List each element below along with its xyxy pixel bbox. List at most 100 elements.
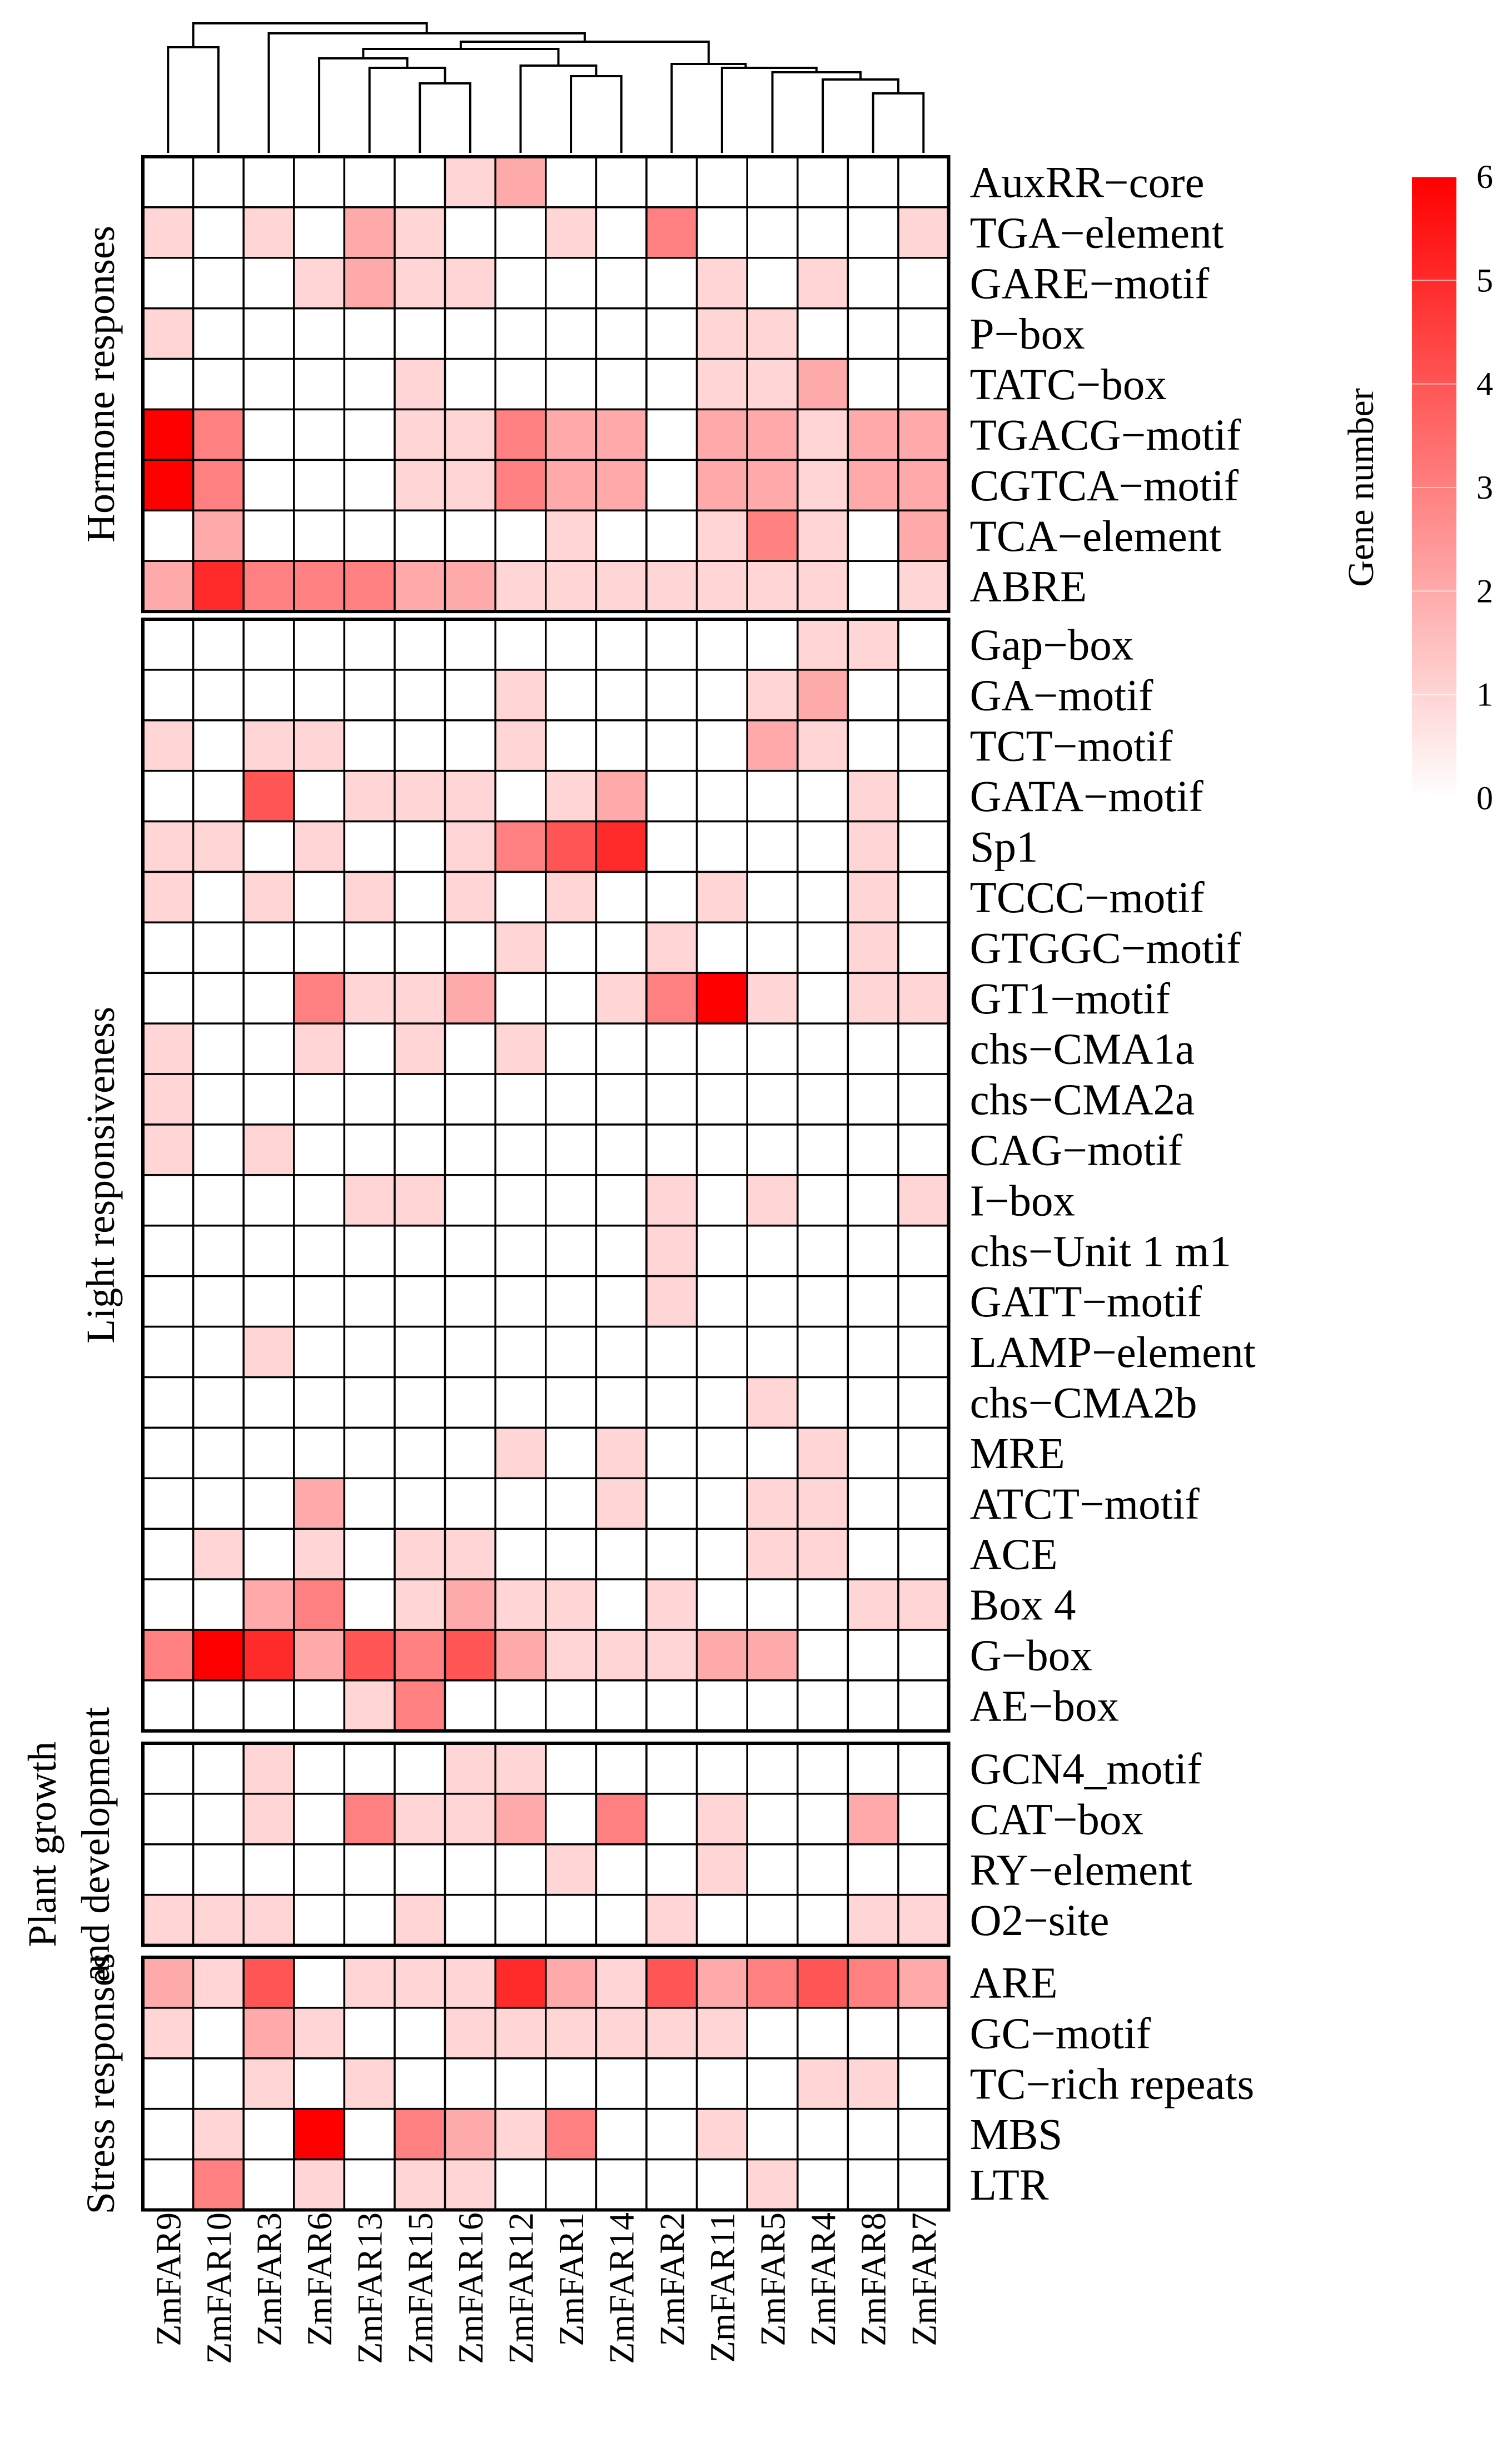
heatmap-cell bbox=[343, 1376, 396, 1429]
row-label: O2−site bbox=[970, 1897, 1110, 1945]
heatmap-cell bbox=[343, 1679, 396, 1732]
heatmap-cell bbox=[293, 156, 346, 208]
heatmap-cell bbox=[494, 769, 547, 823]
heatmap-cell bbox=[343, 1123, 396, 1176]
heatmap-cell bbox=[695, 1679, 748, 1732]
heatmap-cell bbox=[746, 156, 799, 208]
heatmap-cell bbox=[545, 560, 598, 613]
heatmap-cell bbox=[242, 357, 295, 411]
heatmap-cell bbox=[444, 1578, 496, 1631]
heatmap-cell bbox=[797, 156, 849, 208]
heatmap-cell bbox=[746, 669, 799, 722]
heatmap-cell bbox=[847, 972, 899, 1024]
heatmap-cell bbox=[494, 509, 547, 562]
heatmap-cell bbox=[293, 2057, 346, 2110]
heatmap-cell bbox=[293, 1956, 346, 2009]
heatmap-cell bbox=[545, 156, 598, 208]
heatmap-cell bbox=[343, 820, 396, 873]
legend-tick-label: 3 bbox=[1476, 469, 1493, 506]
heatmap-cell bbox=[242, 1123, 295, 1176]
heatmap-cell bbox=[242, 1679, 295, 1732]
heatmap-cell bbox=[444, 1528, 496, 1580]
heatmap-cell bbox=[595, 560, 648, 613]
heatmap-cell bbox=[645, 156, 698, 208]
heatmap-cell bbox=[695, 719, 748, 772]
heatmap-cell bbox=[645, 1742, 698, 1795]
heatmap-cell bbox=[897, 206, 950, 259]
heatmap-cell bbox=[242, 1275, 295, 1328]
heatmap-cell bbox=[394, 769, 446, 823]
heatmap-cell bbox=[545, 1426, 598, 1480]
heatmap-cell bbox=[494, 1679, 547, 1732]
heatmap-cell bbox=[595, 618, 648, 671]
heatmap-cell bbox=[293, 1174, 346, 1227]
column-label: ZmFAR8 bbox=[854, 2212, 893, 2346]
heatmap-cell bbox=[293, 1022, 346, 1075]
heatmap-cell bbox=[242, 2107, 295, 2161]
heatmap-cell bbox=[545, 1893, 598, 1947]
heatmap-cell bbox=[343, 719, 396, 772]
heatmap-cell bbox=[494, 257, 547, 310]
legend-tick-label: 2 bbox=[1476, 573, 1493, 609]
heatmap-cell bbox=[897, 2007, 950, 2060]
heatmap-cell bbox=[595, 1893, 648, 1947]
heatmap-cell bbox=[645, 206, 698, 259]
heatmap-cell bbox=[142, 1843, 195, 1896]
heatmap-cell bbox=[797, 1679, 849, 1732]
row-label: P−box bbox=[970, 310, 1085, 359]
heatmap-cell bbox=[695, 1123, 748, 1176]
heatmap-cell bbox=[847, 1843, 899, 1896]
heatmap-cell bbox=[293, 871, 346, 924]
heatmap-cell bbox=[293, 769, 346, 823]
heatmap-cell bbox=[142, 669, 195, 722]
heatmap-cell bbox=[746, 1073, 799, 1126]
group-label: Hormone responses bbox=[78, 226, 123, 543]
heatmap-cell bbox=[645, 1679, 698, 1732]
heatmap-cell bbox=[797, 1426, 849, 1480]
heatmap-cell bbox=[746, 1477, 799, 1530]
heatmap-cell bbox=[897, 408, 950, 461]
heatmap-cell bbox=[847, 459, 899, 512]
heatmap-cell bbox=[847, 820, 899, 873]
heatmap-cell bbox=[797, 1275, 849, 1328]
heatmap-cell bbox=[695, 972, 748, 1024]
heatmap-cell bbox=[746, 206, 799, 259]
heatmap-cell bbox=[242, 2158, 295, 2211]
heatmap-cell bbox=[847, 1174, 899, 1227]
heatmap-cell bbox=[695, 1426, 748, 1480]
heatmap-cell bbox=[394, 1528, 446, 1580]
heatmap-cell bbox=[343, 1426, 396, 1480]
heatmap-cell bbox=[192, 921, 245, 974]
heatmap-cell bbox=[797, 2057, 849, 2110]
heatmap-cell bbox=[444, 669, 496, 722]
heatmap-cell bbox=[746, 509, 799, 562]
heatmap-cell bbox=[897, 1123, 950, 1176]
heatmap-cell bbox=[142, 560, 195, 613]
dendrogram-branch bbox=[267, 32, 586, 153]
column-label: ZmFAR16 bbox=[451, 2212, 490, 2364]
group-outline bbox=[141, 1742, 951, 1947]
heatmap-cell bbox=[595, 1426, 648, 1480]
heatmap-cell bbox=[343, 257, 396, 310]
heatmap-cell bbox=[797, 1629, 849, 1682]
heatmap-cell bbox=[192, 1956, 245, 2009]
heatmap-cell bbox=[444, 560, 496, 613]
heatmap-cell bbox=[494, 820, 547, 873]
heatmap-cell bbox=[293, 1528, 346, 1580]
heatmap-cell bbox=[394, 921, 446, 974]
heatmap-cell bbox=[293, 1376, 346, 1429]
heatmap-cell bbox=[645, 871, 698, 924]
heatmap-cell bbox=[847, 921, 899, 974]
heatmap-cell bbox=[494, 1275, 547, 1328]
heatmap-cell bbox=[293, 1275, 346, 1328]
heatmap-cell bbox=[897, 618, 950, 671]
heatmap-cell bbox=[494, 1073, 547, 1126]
heatmap-cell bbox=[545, 2107, 598, 2161]
heatmap-cell bbox=[242, 1528, 295, 1580]
heatmap-cell bbox=[394, 1742, 446, 1795]
heatmap-cell bbox=[444, 459, 496, 512]
heatmap-cell bbox=[242, 509, 295, 562]
heatmap-cell bbox=[343, 769, 396, 823]
heatmap-cell bbox=[746, 257, 799, 310]
heatmap-cell bbox=[645, 1123, 698, 1176]
